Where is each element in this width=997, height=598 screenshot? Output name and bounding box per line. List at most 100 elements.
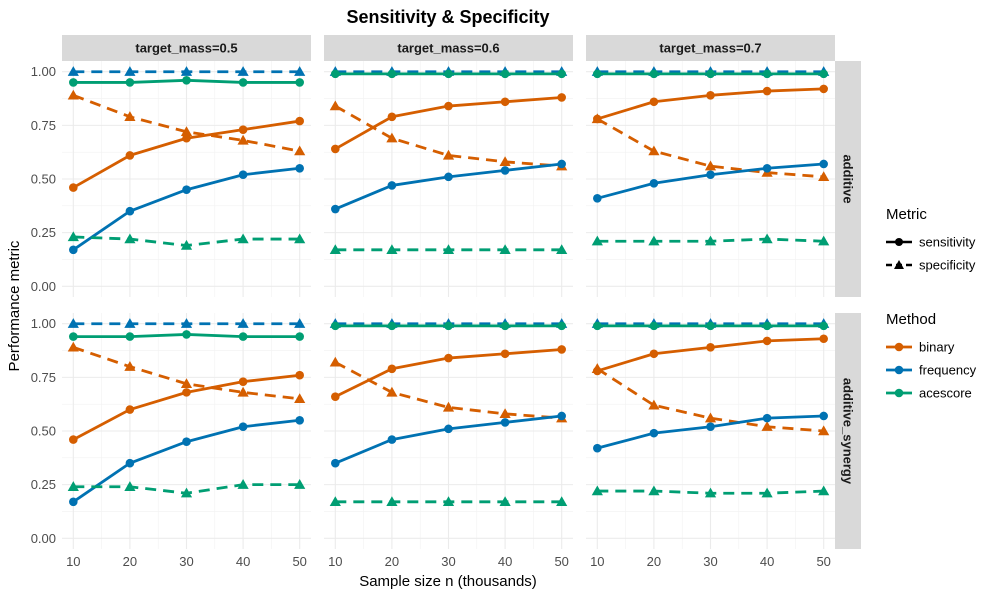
point-binary-specificity bbox=[591, 113, 603, 124]
point-frequency-sensitivity bbox=[295, 415, 304, 425]
point-acescore-specificity bbox=[329, 496, 341, 506]
point-acescore-sensitivity bbox=[69, 78, 78, 87]
point-acescore-specificity bbox=[499, 496, 511, 506]
legend: Metric sensitivity specificity Method binary… bbox=[886, 206, 977, 401]
point-frequency-specificity bbox=[237, 66, 249, 76]
point-binary-sensitivity bbox=[69, 183, 78, 192]
row-strip bbox=[835, 61, 861, 297]
point-frequency-sensitivity bbox=[819, 159, 828, 169]
series-line-binary-specificity bbox=[334, 104, 562, 168]
point-binary-sensitivity bbox=[444, 101, 453, 111]
point-binary-sensitivity bbox=[125, 151, 135, 160]
point-acescore-sensitivity bbox=[500, 69, 510, 79]
point-frequency-sensitivity bbox=[762, 413, 772, 423]
point-binary-specificity bbox=[442, 149, 455, 160]
point-frequency-sensitivity bbox=[331, 204, 340, 214]
point-acescore-specificity bbox=[294, 479, 306, 489]
point-binary-specificity bbox=[329, 100, 341, 111]
point-acescore-specificity bbox=[761, 487, 773, 498]
point-acescore-sensitivity bbox=[593, 321, 602, 331]
point-acescore-sensitivity bbox=[125, 332, 135, 341]
panel-additive_synergy-target_mass=0.5: 0.00 0.25 0.50 0.75 1.00 10 20 30 40 50 bbox=[31, 313, 311, 569]
point-acescore-specificity bbox=[648, 235, 660, 246]
point-acescore-sensitivity bbox=[387, 69, 397, 79]
point-binary-sensitivity bbox=[182, 388, 191, 397]
point-frequency-sensitivity bbox=[69, 497, 78, 507]
point-acescore-specificity bbox=[442, 496, 455, 506]
point-binary-sensitivity bbox=[387, 112, 397, 122]
x-tick-label: 50 bbox=[816, 554, 830, 569]
point-binary-sensitivity bbox=[649, 349, 659, 359]
column-strip-label: target_mass=0.6 bbox=[397, 41, 499, 56]
point-binary-sensitivity bbox=[649, 97, 659, 107]
point-binary-sensitivity bbox=[295, 116, 304, 126]
point-frequency-specificity bbox=[124, 318, 136, 328]
point-acescore-sensitivity bbox=[819, 69, 828, 79]
point-acescore-specificity bbox=[499, 244, 511, 254]
point-frequency-sensitivity bbox=[387, 181, 397, 190]
point-binary-specificity bbox=[67, 341, 79, 352]
legend-key-shape bbox=[894, 388, 904, 398]
point-frequency-specificity bbox=[237, 318, 249, 328]
legend-label-specificity: specificity bbox=[919, 258, 976, 273]
x-axis-title: Sample size n (thousands) bbox=[359, 573, 537, 590]
point-binary-specificity bbox=[124, 361, 136, 371]
row-strip-label: additive_synergy bbox=[841, 378, 856, 485]
x-tick-label: 20 bbox=[123, 554, 137, 569]
point-binary-sensitivity bbox=[706, 343, 715, 352]
point-frequency-sensitivity bbox=[557, 411, 566, 421]
x-tick-label: 50 bbox=[292, 554, 306, 569]
point-acescore-specificity bbox=[442, 244, 455, 254]
point-acescore-specificity bbox=[761, 233, 773, 244]
point-frequency-specificity bbox=[67, 318, 79, 328]
point-acescore-sensitivity bbox=[649, 69, 659, 79]
legend-label-sensitivity: sensitivity bbox=[919, 235, 976, 250]
point-binary-sensitivity bbox=[125, 405, 135, 414]
x-tick-label: 10 bbox=[66, 554, 80, 569]
point-acescore-specificity bbox=[67, 481, 79, 491]
point-frequency-sensitivity bbox=[444, 424, 453, 434]
point-binary-specificity bbox=[294, 393, 306, 404]
point-frequency-sensitivity bbox=[500, 166, 510, 175]
panel-additive_synergy-target_mass=0.6: 10 20 30 40 50 bbox=[324, 313, 573, 569]
point-binary-sensitivity bbox=[331, 144, 340, 154]
point-frequency-sensitivity bbox=[387, 435, 397, 444]
point-binary-sensitivity bbox=[819, 84, 828, 94]
row-strip bbox=[835, 313, 861, 549]
point-acescore-sensitivity bbox=[69, 332, 78, 341]
point-frequency-sensitivity bbox=[706, 422, 715, 432]
column-strip-label: target_mass=0.5 bbox=[135, 41, 237, 56]
point-acescore-sensitivity bbox=[238, 78, 248, 87]
x-tick-label: 30 bbox=[703, 554, 717, 569]
point-binary-specificity bbox=[386, 132, 398, 143]
point-frequency-sensitivity bbox=[819, 411, 828, 421]
x-tick-label: 10 bbox=[328, 554, 342, 569]
point-frequency-sensitivity bbox=[331, 458, 340, 468]
row-strip-label: additive bbox=[841, 154, 856, 203]
legend-label-frequency: frequency bbox=[919, 363, 977, 378]
x-tick-label: 40 bbox=[236, 554, 250, 569]
x-tick-label: 30 bbox=[179, 554, 193, 569]
point-acescore-specificity bbox=[124, 233, 136, 244]
y-tick-label: 0.50 bbox=[31, 424, 56, 439]
point-acescore-specificity bbox=[818, 235, 830, 246]
y-tick-label: 0.25 bbox=[31, 225, 56, 240]
point-acescore-specificity bbox=[294, 233, 306, 244]
point-acescore-sensitivity bbox=[238, 332, 248, 341]
series-line-binary-specificity bbox=[72, 94, 300, 153]
point-frequency-sensitivity bbox=[182, 185, 191, 195]
point-binary-sensitivity bbox=[295, 370, 304, 380]
point-binary-specificity bbox=[591, 363, 603, 373]
series-line-binary-specificity bbox=[596, 117, 824, 179]
y-tick-label: 0.00 bbox=[31, 279, 56, 294]
point-acescore-specificity bbox=[386, 244, 398, 254]
legend-label-binary: binary bbox=[919, 340, 955, 355]
point-binary-sensitivity bbox=[69, 435, 78, 444]
point-binary-sensitivity bbox=[762, 336, 772, 346]
point-binary-specificity bbox=[704, 160, 717, 171]
point-acescore-sensitivity bbox=[444, 321, 453, 331]
x-tick-label: 40 bbox=[760, 554, 774, 569]
point-acescore-specificity bbox=[329, 244, 341, 254]
point-frequency-sensitivity bbox=[238, 170, 248, 180]
